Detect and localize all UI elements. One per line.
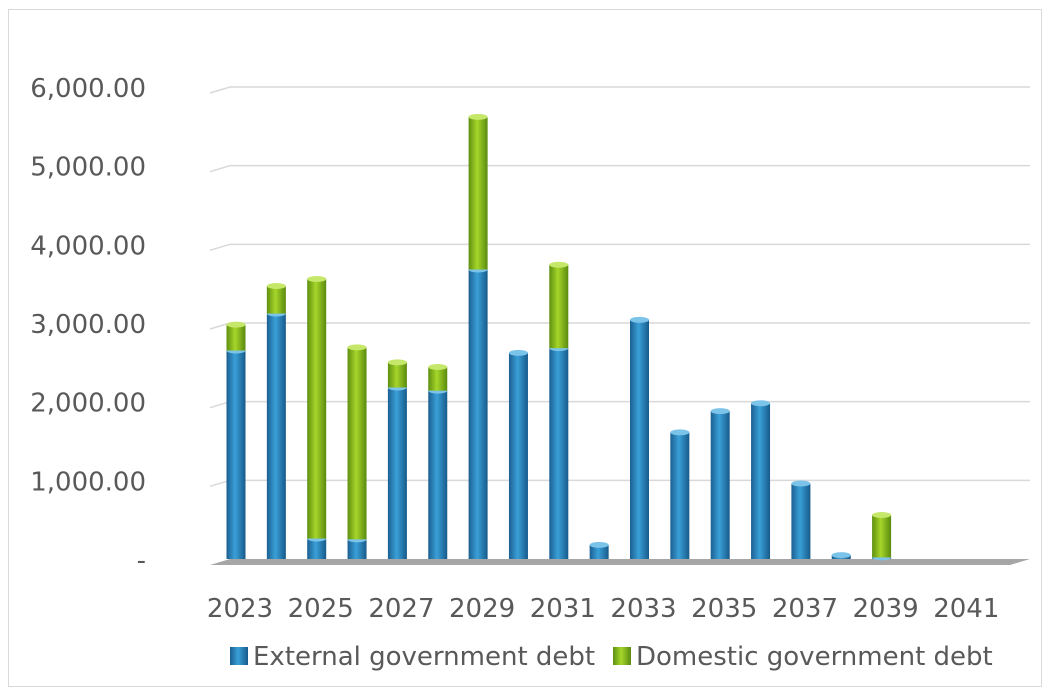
bar-external-2031 <box>549 348 568 559</box>
bar-external-2037 <box>791 483 810 559</box>
x-tick-label: 2023 <box>207 594 273 624</box>
bar-external-2027 <box>388 388 407 559</box>
legend-swatch <box>230 647 248 665</box>
bar-cap <box>509 350 528 356</box>
x-axis-ticks: 2023 2025 2027 2029 2031 2033 2035 2037 2039 2041 <box>207 594 999 624</box>
y-tick-label: 3,000.00 <box>30 310 146 340</box>
x-tick-label: 2041 <box>933 594 999 624</box>
bar-cap <box>872 512 891 518</box>
bar-domestic-2026 <box>348 347 367 539</box>
bar-external-2034 <box>670 432 689 559</box>
bar-external-2036 <box>751 403 770 559</box>
bar-external-2033 <box>630 320 649 559</box>
bar-cap <box>348 344 367 350</box>
bar-external-2029 <box>469 270 488 559</box>
bar-external-2035 <box>711 411 730 559</box>
gridline <box>210 480 1030 486</box>
bar-domestic-2024 <box>267 286 286 314</box>
x-tick-label: 2037 <box>772 594 838 624</box>
gridline <box>210 402 1030 408</box>
gridlines <box>210 87 1030 486</box>
x-tick-label: 2033 <box>610 594 676 624</box>
bar-external-2028 <box>428 391 447 559</box>
y-axis-ticks: - 1,000.00 2,000.00 3,000.00 4,000.00 5,000.0… <box>30 74 146 576</box>
y-tick-label: 6,000.00 <box>30 74 146 104</box>
y-tick-label: 2,000.00 <box>30 389 146 419</box>
bar-domestic-2025 <box>307 279 326 539</box>
bar-domestic-2029 <box>469 117 488 270</box>
bars <box>227 114 892 561</box>
legend-swatch <box>613 647 631 665</box>
y-tick-label: 4,000.00 <box>30 231 146 261</box>
y-tick-label: 5,000.00 <box>30 153 146 183</box>
bar-cap <box>227 322 246 328</box>
bar-cap <box>711 408 730 414</box>
x-tick-label: 2031 <box>530 594 596 624</box>
bar-cap <box>428 364 447 370</box>
x-tick-label: 2025 <box>288 594 354 624</box>
chart-floor <box>210 559 1030 565</box>
gridline <box>210 323 1030 329</box>
bar-cap <box>590 542 609 548</box>
bar-cap <box>791 480 810 486</box>
bar-cap <box>267 283 286 289</box>
x-tick-label: 2039 <box>853 594 919 624</box>
legend-label: External government debt <box>253 642 595 672</box>
bar-external-2025 <box>307 539 326 559</box>
bar-cap <box>307 276 326 282</box>
bar-external-2024 <box>267 314 286 559</box>
bar-cap <box>469 114 488 120</box>
bar-cap <box>388 359 407 365</box>
legend: External government debt Domestic governm… <box>230 642 993 672</box>
bar-cap <box>832 552 851 558</box>
bar-cap <box>549 262 568 268</box>
x-tick-label: 2029 <box>449 594 515 624</box>
x-tick-label: 2035 <box>691 594 757 624</box>
bar-domestic-2031 <box>549 265 568 348</box>
bar-cap <box>670 429 689 435</box>
bar-cap <box>751 400 770 406</box>
gridline <box>210 244 1030 250</box>
y-tick-label: 1,000.00 <box>30 467 146 497</box>
legend-label: Domestic government debt <box>636 642 993 672</box>
bar-external-2030 <box>509 353 528 559</box>
bar-cap <box>630 317 649 323</box>
bar-external-2023 <box>227 351 246 559</box>
chart-floor-plane <box>210 559 1030 565</box>
bar-domestic-2039 <box>872 515 891 557</box>
gridline <box>210 166 1030 172</box>
bar-domestic-2027 <box>388 362 407 387</box>
bar-domestic-2028 <box>428 367 447 391</box>
gridline <box>210 87 1030 93</box>
x-tick-label: 2027 <box>368 594 434 624</box>
bar-domestic-2023 <box>227 325 246 351</box>
y-tick-label: - <box>137 546 146 576</box>
